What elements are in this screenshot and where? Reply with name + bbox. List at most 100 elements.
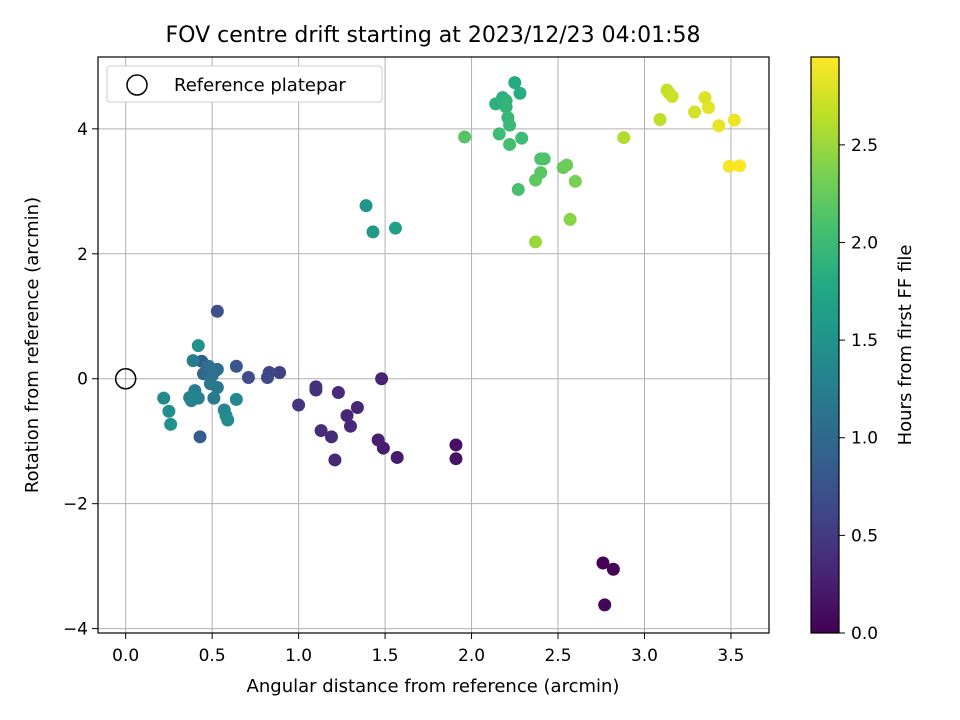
reference-marker-group [114,367,137,390]
colorbar-label: Hours from first FF file [895,245,916,446]
data-point [529,235,543,249]
data-point [157,391,171,405]
data-point [375,372,389,386]
legend-box [106,65,383,103]
data-point [390,450,404,464]
colorbar-ticks: 0.0 0.5 1.0 1.5 2.0 2.5 [839,136,878,644]
colorbar-tick-label: 2.5 [851,136,878,156]
y-tick-label: 4 [77,120,88,140]
data-point [503,118,517,132]
legend-entry-reference: Reference platepar [174,75,346,96]
data-point [606,562,620,576]
data-point [221,413,235,427]
data-point [260,370,274,384]
data-point [193,430,207,444]
data-point [371,433,385,447]
data-point [191,339,205,353]
x-tick-label: 0.5 [199,646,226,666]
data-point [449,452,463,466]
data-point [712,119,726,133]
chart-title: FOV centre drift starting at 2023/12/23 … [166,23,701,48]
data-point [688,105,702,119]
x-tick-label: 2.5 [544,646,571,666]
x-axis-ticks: 0.0 0.5 1.0 1.5 2.0 2.5 3.0 3.5 [112,633,744,666]
y-tick-label: −2 [63,495,88,515]
data-point [343,419,357,433]
data-point [229,392,243,406]
data-point [529,173,543,187]
x-tick-label: 2.0 [458,646,485,666]
data-point [164,417,178,431]
plot-frame [97,56,770,634]
data-point [722,159,736,173]
data-point [563,212,577,226]
data-point [241,370,255,384]
data-point [499,100,513,114]
data-point [513,86,527,100]
data-point [350,400,364,414]
x-axis-label: Angular distance from reference (arcmin) [247,676,620,697]
data-point [701,101,715,115]
data-point [328,453,342,467]
x-tick-label: 3.5 [717,646,744,666]
data-point [665,89,679,103]
x-tick-label: 1.5 [372,646,399,666]
legend-marker-icon [126,74,148,96]
data-point [515,131,529,145]
y-tick-label: 0 [77,370,88,390]
colorbar-tick-label: 0.5 [851,526,878,546]
data-point [162,404,176,418]
x-tick-label: 0.0 [112,646,139,666]
data-point [617,131,631,145]
data-point [458,130,472,144]
data-point [596,556,610,570]
data-point [388,221,402,235]
data-point [727,113,741,127]
data-point [314,424,328,438]
data-point [324,430,338,444]
data-point [698,91,712,105]
data-point [309,383,323,397]
colorbar-tick-label: 1.5 [851,331,878,351]
data-point [183,390,197,404]
data-point [186,354,200,368]
data-point [492,127,506,141]
data-point [340,409,354,423]
data-point [537,152,551,166]
data-point [207,391,221,405]
data-point [203,377,217,391]
y-axis-ticks: −4 −2 0 2 4 [63,120,98,640]
data-point [273,365,287,379]
y-axis-label: Rotation from reference (arcmin) [22,197,43,493]
y-tick-label: 2 [77,245,88,265]
x-tick-label: 1.0 [285,646,312,666]
colorbar-tick-label: 0.0 [851,624,878,644]
data-point [210,304,224,318]
colorbar: 0.0 0.5 1.0 1.5 2.0 2.5 Hours from first FF f… [810,56,916,644]
data-point [292,398,306,412]
colorbar-tick-label: 1.0 [851,429,878,449]
reference-platepar-marker [114,367,137,390]
data-point [598,598,612,612]
data-point [653,112,667,126]
legend: Reference platepar [106,65,383,103]
data-points [157,76,747,612]
colorbar-gradient [810,56,840,634]
data-point [229,359,243,373]
data-point [489,97,503,111]
data-point [366,225,380,239]
data-point [508,76,522,90]
data-point [503,137,517,151]
data-point [359,199,373,213]
data-point [449,438,463,452]
y-tick-label: −4 [63,620,88,640]
colorbar-tick-label: 2.0 [851,233,878,253]
x-tick-label: 3.0 [631,646,658,666]
data-point [202,359,216,373]
data-point [560,158,574,172]
data-point [331,385,345,399]
data-point [511,182,525,196]
data-point [568,174,582,188]
data-point [733,159,747,173]
